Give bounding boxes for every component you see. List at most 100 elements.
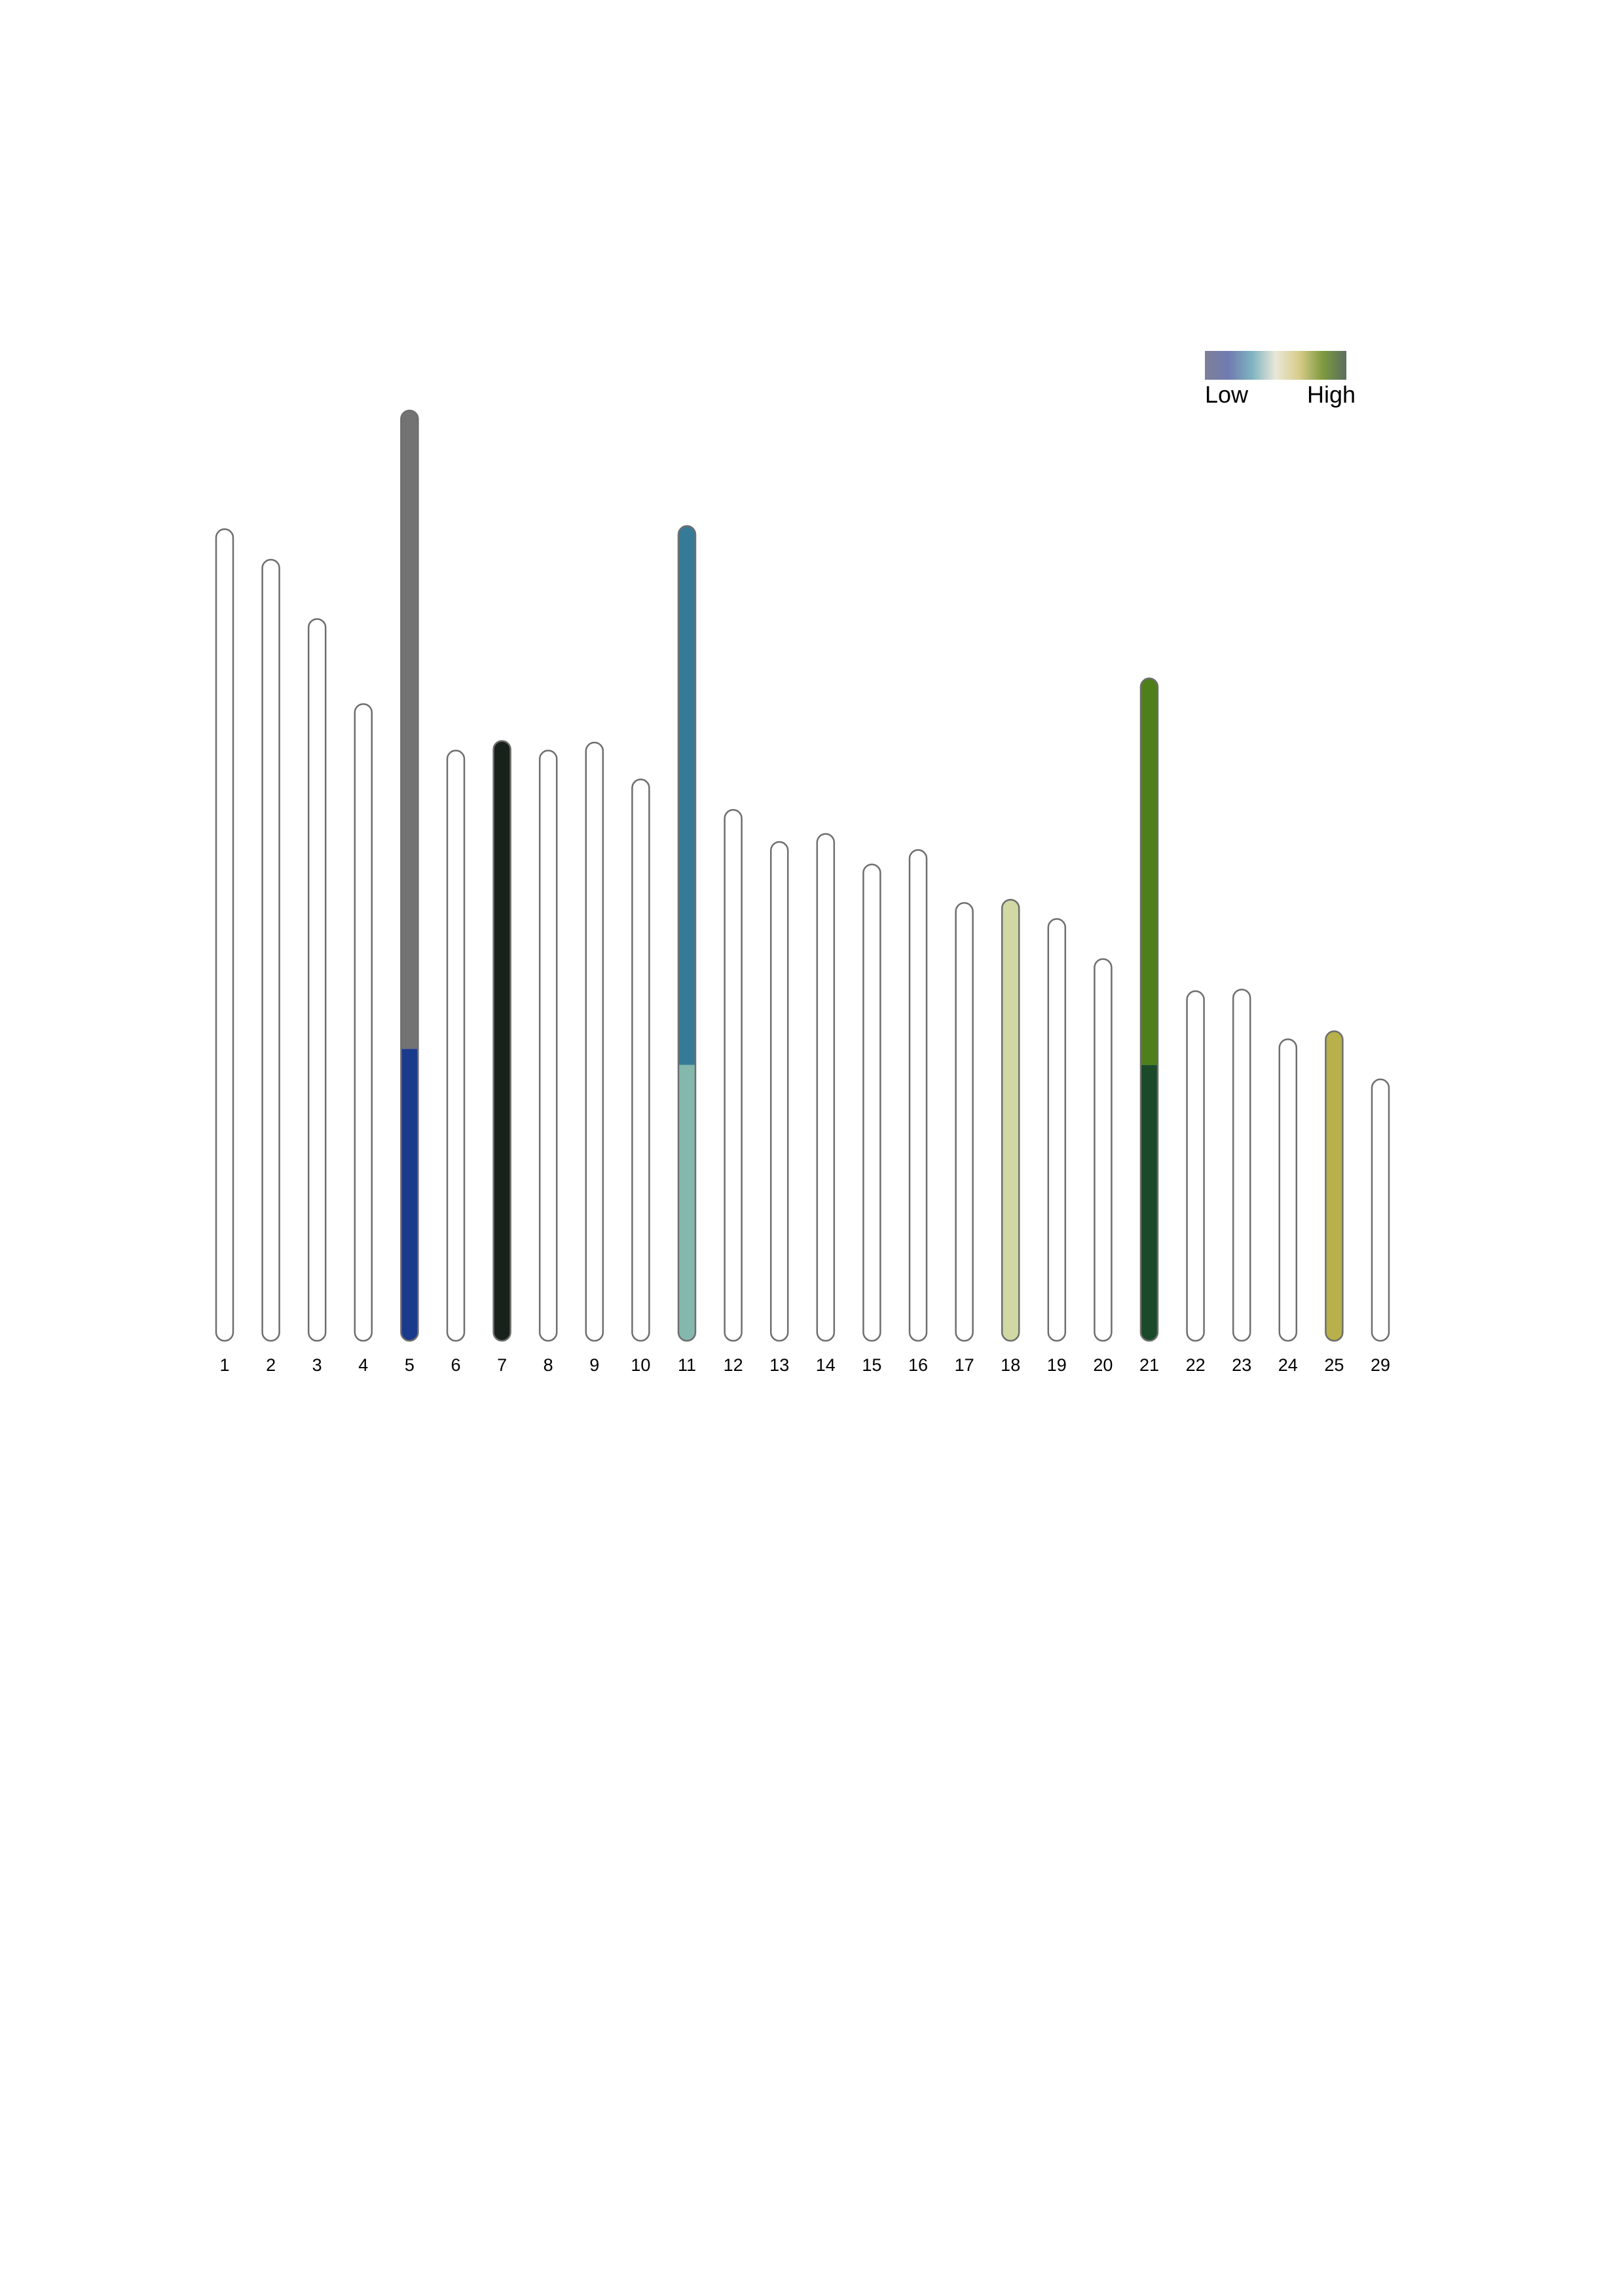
chromosome-bar-10 [631,778,650,1342]
chromosome-label-23: 23 [1232,1355,1251,1375]
chromosome-label-10: 10 [631,1355,650,1375]
chromosome-label-14: 14 [816,1355,836,1375]
chromosome-label-9: 9 [589,1355,599,1375]
bar-background [817,833,834,1341]
chromosome-label-2: 2 [266,1355,276,1375]
chromosome-bar-8 [538,750,558,1342]
chromosome-bar-17 [955,902,974,1342]
bar-background [724,810,742,1341]
bar-segment [678,1065,695,1341]
bar-outline [1325,1030,1344,1342]
chromosome-label-29: 29 [1371,1355,1390,1375]
chromosome-label-13: 13 [769,1355,789,1375]
chromosome-label-7: 7 [497,1355,507,1375]
bar-background [262,559,280,1341]
bar-background [1372,1079,1389,1341]
chromosome-label-4: 4 [358,1355,368,1375]
chromosome-labels: 1 2 3 4 5 6 7 8 9 10 11 12 13 14 15 16 17 18 19 20 21 22 23 24 2… [219,1355,1390,1375]
chromosome-bar-7 [492,740,511,1342]
bar-outline [677,525,697,1342]
chromosome-bar-23 [1232,989,1251,1342]
chromosome-bar-16 [908,849,928,1342]
legend-high-label: High [1307,381,1356,408]
bar-outline [1139,677,1159,1342]
bar-outline [1047,918,1067,1342]
chromosome-label-11: 11 [678,1355,696,1375]
bar-outline [1001,899,1020,1342]
bar-outline [261,558,280,1342]
bar-segment [1141,678,1158,1065]
chromosome-bar-1 [215,528,234,1342]
bar-outline [1186,990,1205,1342]
chromosome-label-24: 24 [1278,1355,1298,1375]
chromosome-label-5: 5 [405,1355,415,1375]
bar-background [308,619,326,1341]
chromosome-label-19: 19 [1047,1355,1067,1375]
chromosome-bar-19 [1047,918,1067,1342]
bar-background [585,742,603,1341]
chromosome-label-15: 15 [862,1355,881,1375]
bar-outline [585,741,604,1342]
chromosome-bar-24 [1278,1038,1298,1342]
bar-outline [816,833,836,1342]
bar-outline [307,618,327,1342]
chromosome-label-16: 16 [908,1355,928,1375]
chromosome-bar-14 [816,833,836,1342]
chromosome-bar-3 [307,618,327,1342]
bar-outline [446,750,466,1342]
chromosome-label-20: 20 [1093,1355,1113,1375]
legend-low-label: Low [1205,381,1249,408]
chromosome-bar-2 [261,558,280,1342]
bar-segment [493,740,511,1341]
chromosome-bars [215,409,1390,1342]
chromosome-bar-13 [769,841,789,1342]
chromosome-bar-20 [1094,958,1113,1342]
bar-background [354,704,372,1341]
chromosome-label-22: 22 [1186,1355,1206,1375]
chromosome-bar-12 [724,809,743,1342]
chromosome-label-25: 25 [1324,1355,1344,1375]
chromosome-bar-22 [1186,990,1205,1342]
bar-segment [401,1049,418,1341]
chromosome-bar-11 [677,525,697,1342]
bar-background [632,779,650,1341]
bar-outline [724,809,743,1342]
bar-segment [678,526,695,1065]
chromosome-bar-6 [446,750,466,1342]
bar-background [910,850,927,1341]
chromosome-label-12: 12 [724,1355,743,1375]
bar-outline [1371,1078,1390,1342]
bar-background [540,750,557,1341]
bar-background [1094,958,1112,1341]
legend-gradient-bar [1205,351,1346,380]
bar-segment [1002,900,1020,1341]
bar-background [1187,991,1204,1341]
bar-outline [1278,1038,1298,1342]
bar-outline [955,902,974,1342]
chromosome-label-17: 17 [955,1355,974,1375]
chromosome-label-3: 3 [312,1355,322,1375]
color-legend: Low High [1205,351,1356,408]
bar-segment [1325,1031,1343,1341]
bar-background [216,529,233,1341]
chromosome-bar-18 [1001,899,1020,1342]
bar-background [1233,989,1251,1341]
bar-outline [492,740,511,1342]
chromosome-label-21: 21 [1139,1355,1159,1375]
bar-outline [400,409,419,1342]
bar-outline [215,528,234,1342]
bar-outline [769,841,789,1342]
chromosome-bar-15 [862,864,881,1342]
bar-background [1279,1039,1297,1341]
chromosome-bar-5 [400,409,419,1342]
bar-outline [1232,989,1251,1342]
bar-outline [908,849,928,1342]
bar-segment [401,410,418,1049]
chromosome-label-1: 1 [219,1355,229,1375]
chromosome-label-6: 6 [451,1355,460,1375]
chromosome-bar-4 [354,703,373,1342]
chromosome-bar-29 [1371,1078,1390,1342]
chromosome-bar-25 [1325,1030,1344,1342]
bar-outline [354,703,373,1342]
